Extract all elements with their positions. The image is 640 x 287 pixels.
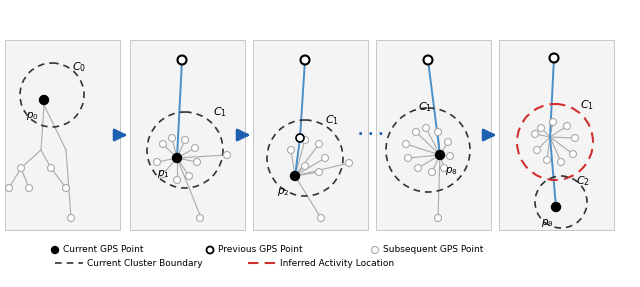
FancyBboxPatch shape [253, 40, 368, 230]
Circle shape [26, 185, 33, 191]
Circle shape [191, 144, 198, 152]
Circle shape [429, 168, 435, 175]
Circle shape [177, 55, 186, 65]
Text: $C_2$: $C_2$ [576, 174, 590, 188]
Circle shape [6, 185, 13, 191]
Circle shape [291, 172, 300, 181]
Circle shape [17, 164, 24, 172]
Circle shape [51, 247, 58, 253]
Circle shape [196, 214, 204, 222]
Circle shape [154, 158, 161, 166]
Circle shape [207, 247, 214, 253]
Circle shape [301, 137, 308, 144]
Text: $C_1$: $C_1$ [580, 98, 594, 112]
Circle shape [173, 154, 182, 162]
Circle shape [550, 119, 557, 125]
Circle shape [296, 134, 304, 142]
Circle shape [403, 141, 410, 148]
Circle shape [173, 177, 180, 183]
Circle shape [47, 164, 54, 172]
Circle shape [415, 164, 422, 172]
Text: $p_8$: $p_8$ [445, 165, 458, 177]
Circle shape [301, 162, 308, 170]
Circle shape [301, 55, 310, 65]
Text: Subsequent GPS Point: Subsequent GPS Point [383, 245, 483, 255]
Circle shape [422, 125, 429, 131]
Circle shape [404, 154, 412, 162]
Text: Current Cluster Boundary: Current Cluster Boundary [87, 259, 203, 267]
Circle shape [538, 125, 545, 131]
Circle shape [317, 214, 324, 222]
Circle shape [413, 129, 419, 135]
FancyBboxPatch shape [376, 40, 491, 230]
Circle shape [316, 168, 323, 175]
Text: $p_2$: $p_2$ [277, 186, 289, 198]
Text: $C_0$: $C_0$ [72, 60, 86, 74]
Circle shape [67, 214, 74, 222]
Text: $p_9$: $p_9$ [541, 217, 554, 229]
Text: $C_1$: $C_1$ [213, 105, 227, 119]
Circle shape [534, 146, 541, 154]
Text: Current GPS Point: Current GPS Point [63, 245, 143, 255]
Circle shape [440, 164, 447, 172]
Text: · · ·: · · · [358, 128, 384, 142]
Circle shape [552, 203, 561, 212]
FancyBboxPatch shape [5, 40, 120, 230]
Text: $C_1$: $C_1$ [325, 113, 339, 127]
Circle shape [287, 146, 294, 154]
Circle shape [531, 131, 538, 137]
Circle shape [63, 185, 70, 191]
Circle shape [40, 96, 49, 104]
Circle shape [563, 123, 570, 129]
Text: $p_0$: $p_0$ [26, 110, 39, 122]
Circle shape [435, 129, 442, 135]
Circle shape [182, 137, 189, 144]
FancyBboxPatch shape [499, 40, 614, 230]
Text: $C_1$: $C_1$ [418, 100, 432, 114]
Circle shape [316, 141, 323, 148]
Text: $p_1$: $p_1$ [157, 168, 170, 180]
Circle shape [445, 139, 451, 146]
Circle shape [572, 135, 579, 141]
Circle shape [193, 158, 200, 166]
Circle shape [168, 135, 175, 141]
Circle shape [550, 53, 559, 63]
Circle shape [346, 160, 353, 166]
Text: Previous GPS Point: Previous GPS Point [218, 245, 303, 255]
Circle shape [159, 141, 166, 148]
Circle shape [447, 152, 454, 160]
Circle shape [543, 156, 550, 164]
Circle shape [371, 247, 378, 253]
Circle shape [435, 150, 445, 160]
Circle shape [557, 158, 564, 166]
Text: Inferred Activity Location: Inferred Activity Location [280, 259, 394, 267]
Circle shape [570, 150, 577, 158]
Circle shape [223, 152, 230, 158]
FancyBboxPatch shape [130, 40, 245, 230]
Circle shape [186, 172, 193, 179]
Circle shape [321, 154, 328, 162]
Circle shape [424, 55, 433, 65]
Circle shape [159, 170, 166, 177]
Circle shape [435, 214, 442, 222]
